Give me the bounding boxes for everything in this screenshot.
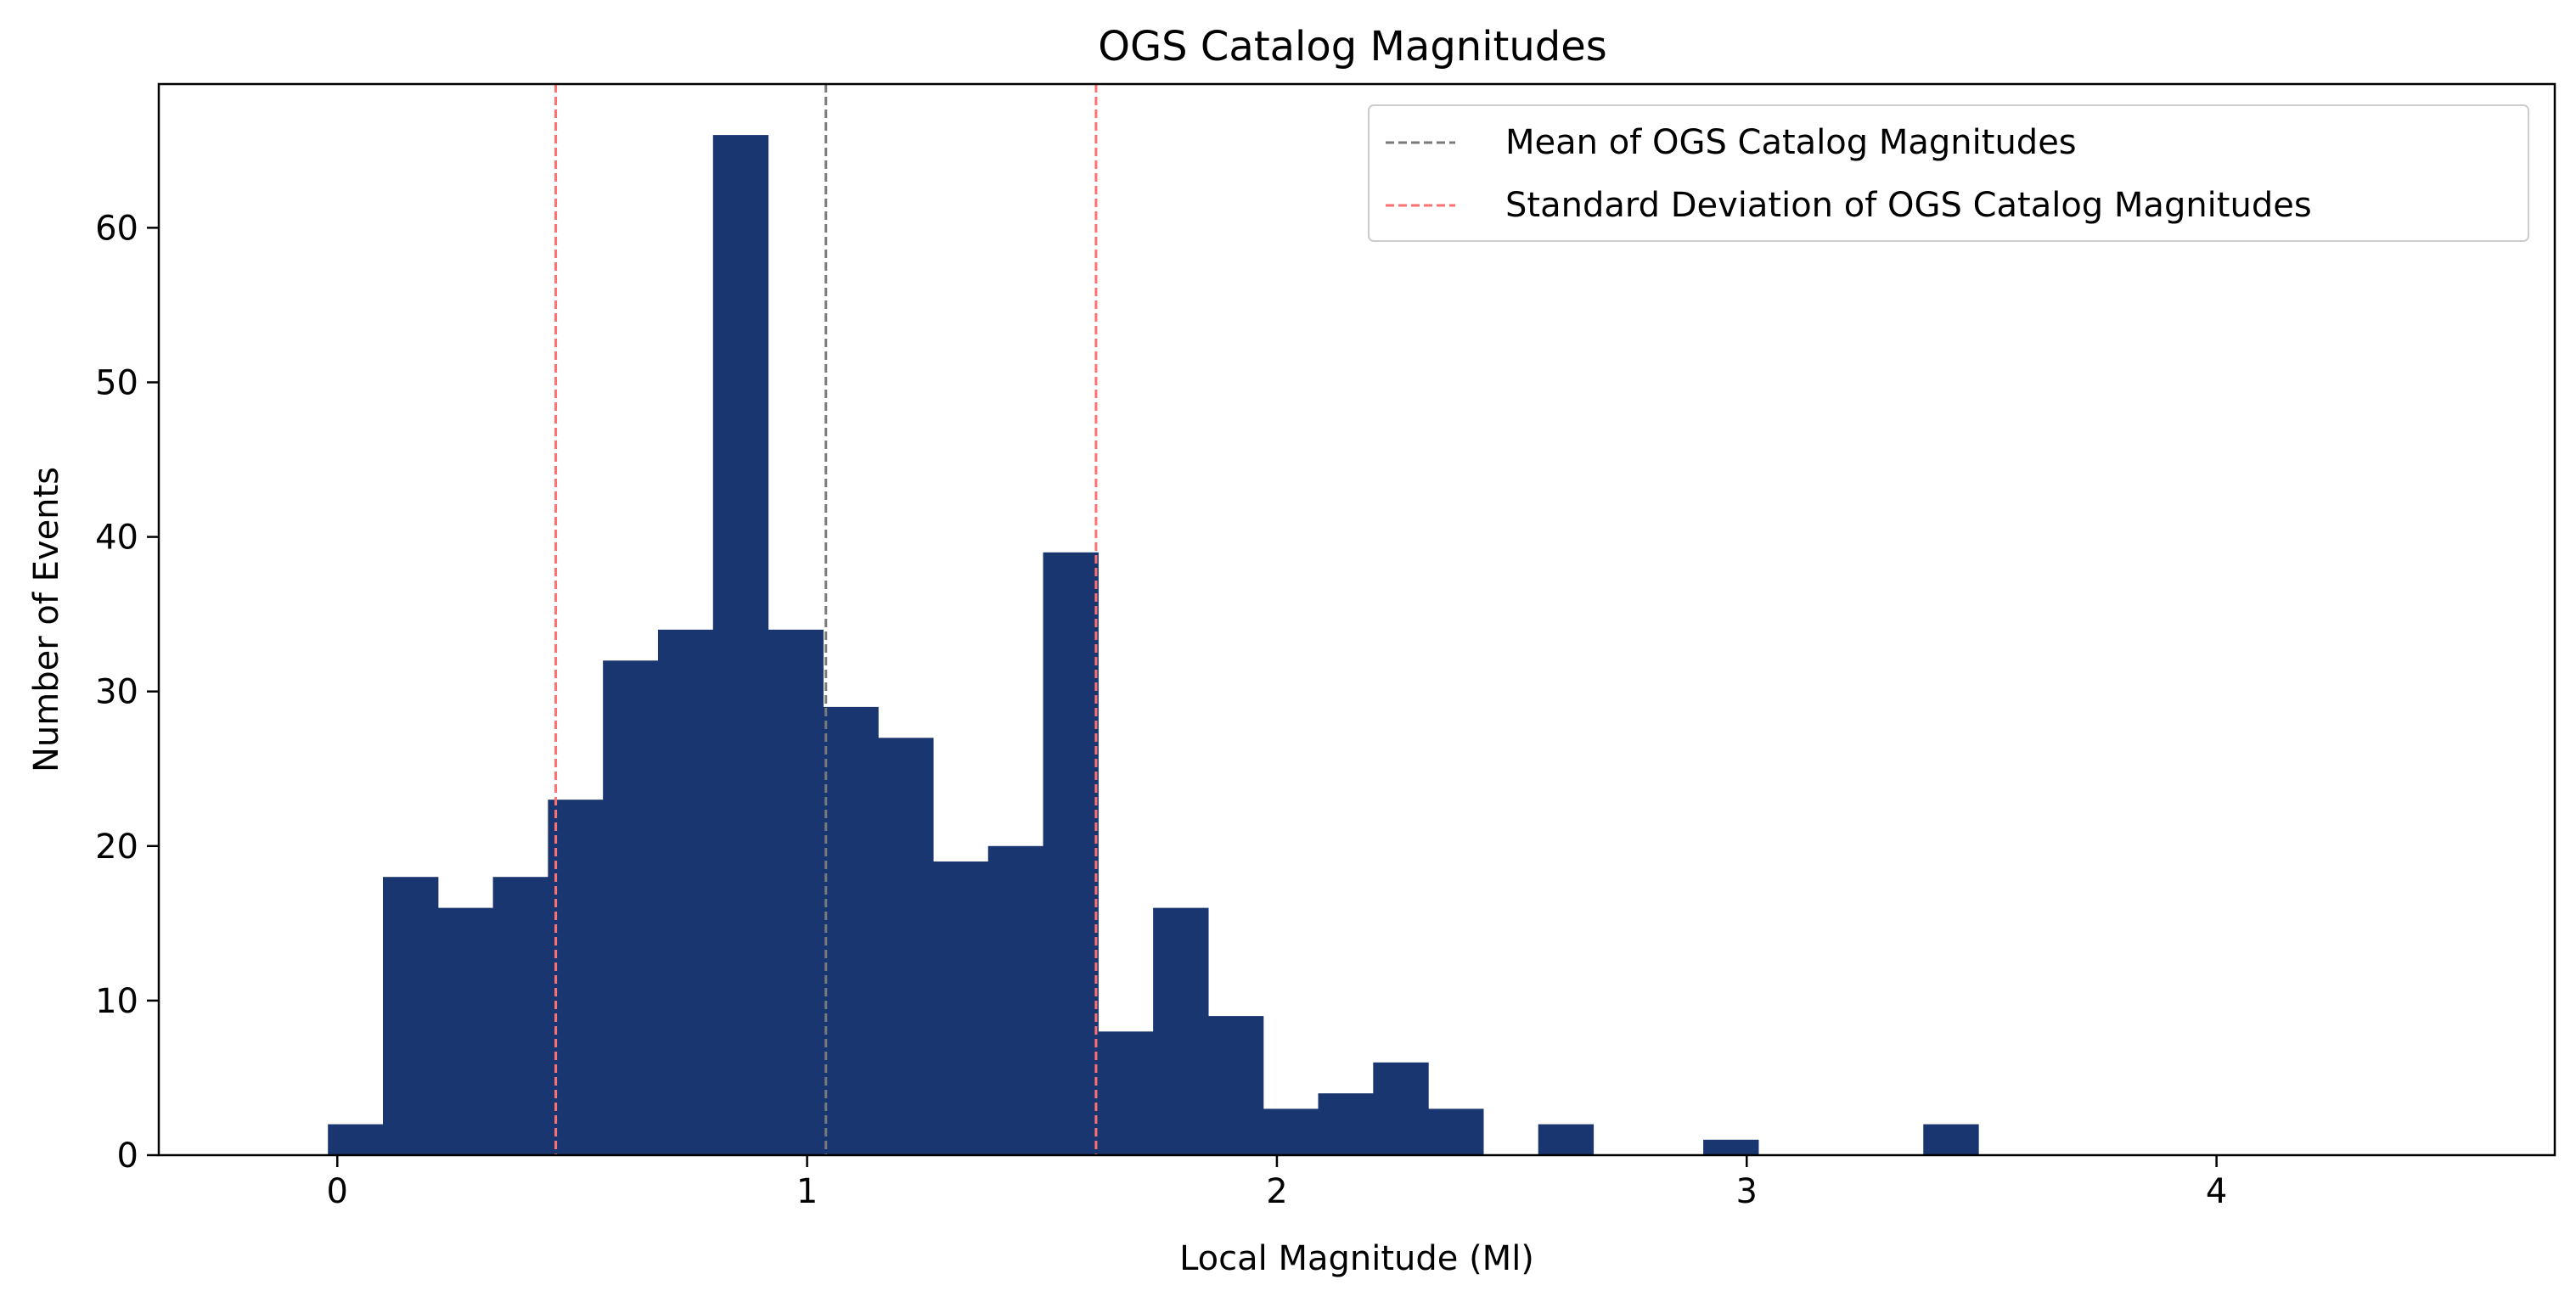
histogram-bar: [1207, 1016, 1264, 1155]
reference-lines: [554, 84, 1098, 1155]
legend-mean-label: Mean of OGS Catalog Magnitudes: [1505, 123, 2077, 162]
histogram-bar: [1153, 907, 1209, 1155]
histogram-bar: [1923, 1124, 1979, 1155]
histogram-bar: [768, 629, 824, 1155]
histogram-bar: [437, 907, 494, 1155]
histogram-bar: [987, 845, 1044, 1155]
histogram-bars: [328, 135, 1979, 1156]
histogram-bar: [932, 861, 989, 1155]
plot-area-frame: [157, 82, 2556, 1157]
histogram-bar: [1428, 1108, 1484, 1155]
y-tick-label: 60: [95, 209, 138, 248]
legend: Mean of OGS Catalog Magnitudes Standard …: [1368, 104, 2529, 242]
x-axis-label: Local Magnitude (Ml): [1179, 1239, 1534, 1278]
legend-std-label: Standard Deviation of OGS Catalog Magnit…: [1505, 186, 2312, 225]
histogram-bar: [548, 800, 604, 1155]
x-tick-label: 1: [796, 1172, 818, 1211]
histogram-bar: [878, 738, 934, 1155]
x-tick-label: 2: [1266, 1172, 1287, 1211]
histogram-bar: [492, 877, 548, 1155]
y-tick-label: 20: [95, 828, 138, 867]
chart-title: OGS Catalog Magnitudes: [1098, 23, 1607, 70]
histogram-bar: [1373, 1062, 1429, 1155]
histogram-bar: [1538, 1124, 1595, 1155]
histogram-bar: [1263, 1108, 1319, 1155]
histogram-bar: [1703, 1139, 1759, 1155]
y-tick-label: 0: [117, 1136, 138, 1176]
histogram-bar: [382, 877, 439, 1155]
x-tick-label: 0: [327, 1172, 348, 1211]
histogram-bar: [603, 660, 659, 1155]
y-tick-label: 10: [95, 982, 138, 1021]
histogram-bar: [712, 135, 769, 1156]
x-tick-label: 4: [2206, 1172, 2227, 1211]
legend-box: [1368, 104, 2529, 242]
y-tick-label: 40: [95, 519, 138, 558]
y-tick-label: 30: [95, 673, 138, 712]
y-axis-ticks: 0 10 20 30 40 50 60: [95, 209, 159, 1176]
histogram-bar: [1318, 1093, 1374, 1155]
histogram-bar: [328, 1124, 384, 1155]
histogram-bar: [823, 706, 879, 1155]
histogram-bar: [1043, 552, 1099, 1155]
x-axis-ticks: 0 1 2 3 4: [327, 1155, 2227, 1211]
y-tick-label: 50: [95, 363, 138, 402]
histogram-bar: [657, 629, 714, 1155]
x-tick-label: 3: [1736, 1172, 1758, 1211]
y-axis-label: Number of Events: [27, 467, 66, 772]
histogram-bar: [1098, 1031, 1154, 1155]
